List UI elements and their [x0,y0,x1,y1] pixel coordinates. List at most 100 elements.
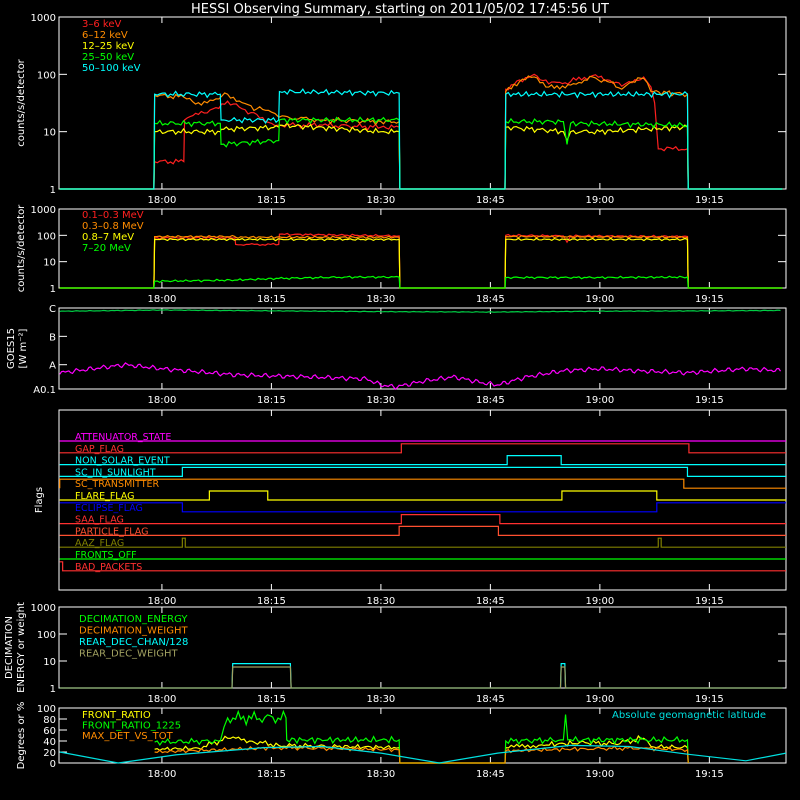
ratios-xtick-label: 19:15 [695,769,724,780]
decimation-ytick-label: 100 [37,630,56,641]
goes-ytick-label: C [49,304,56,315]
lightcurve-high-xtick-label: 18:00 [148,294,177,305]
goes-xtick-label: 18:15 [257,395,286,406]
flags-ylabel: Flags [34,487,45,513]
flag-label: GAP_FLAG [75,444,124,455]
flag-label: PARTICLE_FLAG [75,526,148,537]
flag-label: AAZ_FLAG [75,538,124,549]
ratios-ytick-label: 60 [43,726,56,737]
decimation-ytick-label: 1000 [31,603,56,614]
lightcurve-high-frame [58,208,787,289]
decimation-ylabel: DECIMATION [4,616,15,679]
ratios-legend-entry: FRONT_RATIO [82,710,151,721]
lightcurve-high-series-0-3-0-8-MeV [59,234,783,289]
ratios-xtick-label: 18:45 [476,769,505,780]
flags-xtick-label: 19:15 [695,596,724,607]
lightcurve-high-series-0-1-0-3-MeV [59,232,783,289]
decimation-legend-entry: DECIMATION_WEIGHT [79,626,188,637]
ratios-ytick-label: 0 [50,759,56,770]
flag-trace-eclipse-flag [59,502,786,513]
ratios-ytick-label: 20 [43,748,56,759]
lightcurve-low-legend-entry: 50–100 keV [82,63,141,74]
lightcurve-low-series-25-50-keV [59,116,783,190]
goes-xtick-label: 19:15 [695,395,724,406]
lightcurve-low-xtick-label: 18:45 [476,195,505,206]
lightcurve-low-legend-entry: 3–6 keV [82,19,121,30]
flag-trace-non-solar-event [59,455,786,466]
decimation-ytick-label: 1 [50,684,56,695]
lightcurve-low-xtick-label: 18:00 [148,195,177,206]
lightcurve-low-legend-entry: 6–12 keV [82,30,128,41]
goes-ytick-label: A0.1 [33,385,56,396]
ratios-xtick-label: 18:15 [257,769,286,780]
lightcurve-high-ylabel: counts/s/detector [16,204,27,292]
decimation-xtick-label: 18:45 [476,694,505,705]
flag-label: FRONTS_OFF [75,550,137,561]
ratios-ytick-label: 100 [37,704,56,715]
lightcurve-low-ytick-label: 100 [37,70,56,81]
decimation-2-ylabel: ENERGY or weight [16,602,27,693]
decimation-xtick-label: 18:00 [148,694,177,705]
ratios-xtick-label: 19:00 [585,769,614,780]
flags-xtick-label: 19:00 [585,596,614,607]
flag-label: FLARE_FLAG [75,491,135,502]
ratios-series-Absolute-geomagnetic-latitude [59,744,787,764]
lightcurve-low-series-50-100-keV [59,88,783,190]
lightcurve-low-ytick-label: 1 [50,185,56,196]
lightcurve-high-xtick-label: 19:00 [585,294,614,305]
flags-xtick-label: 18:15 [257,596,286,607]
flag-label: BAD_PACKETS [75,562,142,573]
ratios-ytick-label: 40 [43,737,56,748]
lightcurve-low-xtick-label: 18:30 [366,195,395,206]
flag-trace-saa-flag [59,513,786,525]
flag-trace-sc-transmitter [59,478,786,489]
goes-xtick-label: 19:00 [585,395,614,406]
flag-trace-bad-packets [59,561,786,572]
lightcurve-low-ytick-label: 10 [43,128,56,139]
goes-xtick-label: 18:30 [366,395,395,406]
decimation-legend-entry: DECIMATION_ENERGY [79,614,188,625]
lightcurve-high-legend-entry: 7–20 MeV [82,243,131,254]
lightcurve-low-legend-entry: 12–25 keV [82,41,134,52]
decimation-xtick-label: 18:15 [257,694,286,705]
ratios-legend-entry: FRONT_RATIO_1225 [82,721,181,732]
lightcurve-low-series-6-12-keV [59,75,783,190]
goes-ylabel: GOES15 [6,328,17,369]
goes-xtick-label: 18:00 [148,395,177,406]
lightcurve-high-series-7-20-MeV [59,275,783,289]
flag-trace-gap-flag [59,443,786,454]
lightcurve-high-ytick-label: 1 [50,284,56,295]
flag-trace-particle-flag [59,525,786,537]
lightcurve-high-legend-entry: 0.8–7 MeV [82,232,134,243]
lightcurve-high-ytick-label: 10 [43,258,56,269]
lightcurve-high-xtick-label: 18:45 [476,294,505,305]
flag-trace-aaz-flag [59,537,786,548]
flags-xtick-label: 18:30 [366,596,395,607]
ratios-annotation: Absolute geomagnetic latitude [612,710,766,721]
flag-label: SC_TRANSMITTER [75,479,160,490]
goes-ytick-label: B [49,332,56,343]
decimation-legend-entry: REAR_DEC_WEIGHT [79,649,178,660]
goes-series-GOES-short [59,362,782,391]
ratios-series-FRONT-RATIO-1225 [154,709,689,764]
flag-label: NON_SOLAR_EVENT [75,456,170,467]
flag-label: ATTENUATOR_STATE [75,432,171,443]
goes-frame [58,307,787,390]
ratios-xtick-label: 18:00 [148,769,177,780]
ratios-ylabel: Degrees or % [16,702,27,770]
lightcurve-high-xtick-label: 19:15 [695,294,724,305]
lightcurve-low-xtick-label: 18:15 [257,195,286,206]
goes-xtick-label: 18:45 [476,395,505,406]
lightcurve-low-series-12-25-keV [59,121,783,190]
flag-label: SC_IN_SUNLIGHT [75,467,156,478]
decimation-series-REAR-DEC-WEIGHT [59,666,783,689]
lightcurve-high-ytick-label: 100 [37,231,56,242]
ratios-legend-entry: MAX_DET_VS_TOT [82,731,174,742]
lightcurve-high-xtick-label: 18:15 [257,294,286,305]
flag-label: ECLIPSE_FLAG [75,503,143,514]
figure-title: HESSI Observing Summary, starting on 201… [191,2,609,17]
flag-trace-flare-flag [59,490,786,501]
lightcurve-low-xtick-label: 19:00 [585,195,614,206]
lightcurve-low-ytick-label: 1000 [31,13,56,24]
